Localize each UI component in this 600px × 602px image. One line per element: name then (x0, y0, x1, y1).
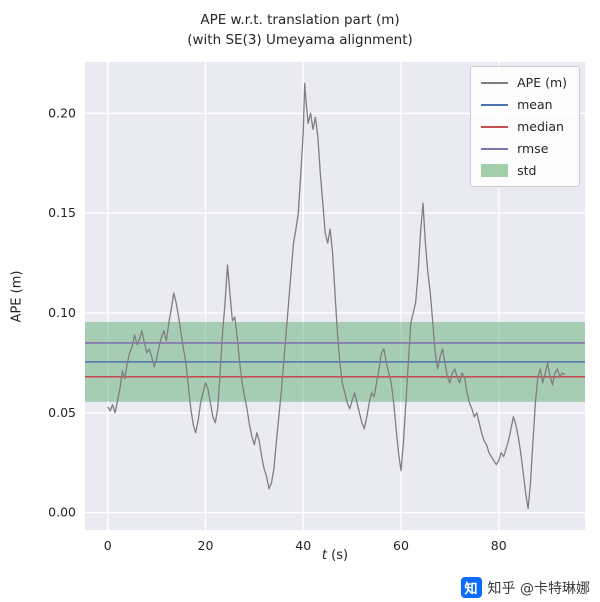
x-axis-label-unit: (s) (327, 548, 349, 563)
legend-entry-std: std (481, 163, 567, 178)
x-tick-label: 80 (491, 538, 507, 553)
x-tick-label: 0 (104, 538, 112, 553)
legend-entry-rmse: rmse (481, 141, 567, 156)
legend-entry-ape-m-: APE (m) (481, 75, 567, 90)
x-tick-label: 60 (393, 538, 409, 553)
legend-entry-label: median (517, 119, 564, 134)
y-tick-label: 0.20 (48, 105, 76, 120)
legend-line-swatch (481, 81, 509, 84)
ape-line (107, 82, 566, 510)
x-axis-label: t (s) (85, 548, 585, 563)
chart-title: APE w.r.t. translation part (m) (200, 12, 400, 28)
legend-line-swatch (481, 125, 509, 128)
zhihu-logo-icon: 知 (460, 577, 482, 598)
legend: APE (m) mean median rmse std (470, 66, 580, 187)
legend-line-swatch (481, 103, 509, 106)
chart-subtitle: (with SE(3) Umeyama alignment) (187, 32, 413, 48)
y-tick-label: 0.00 (48, 505, 76, 520)
legend-entry-mean: mean (481, 97, 567, 112)
y-tick-label: 0.15 (48, 205, 76, 220)
x-axis-label-variable: t (321, 548, 328, 563)
watermark-text: 知乎 @卡特琳娜 (487, 580, 590, 597)
watermark: 知 知乎 @卡特琳娜 (460, 577, 590, 598)
legend-line-swatch (481, 147, 509, 150)
legend-entry-label: rmse (517, 141, 549, 156)
legend-entry-median: median (481, 119, 567, 134)
legend-entry-label: APE (m) (517, 75, 567, 90)
chart-title-block: APE w.r.t. translation part (m) (with SE… (0, 10, 600, 50)
legend-patch-swatch (481, 164, 509, 177)
x-tick-label: 40 (295, 538, 311, 553)
legend-entry-label: mean (517, 97, 553, 112)
y-axis-label: APE (m) (9, 270, 25, 323)
legend-entry-label: std (517, 163, 537, 178)
y-tick-label: 0.05 (48, 405, 76, 420)
y-tick-label: 0.10 (48, 305, 76, 320)
x-tick-label: 20 (198, 538, 214, 553)
